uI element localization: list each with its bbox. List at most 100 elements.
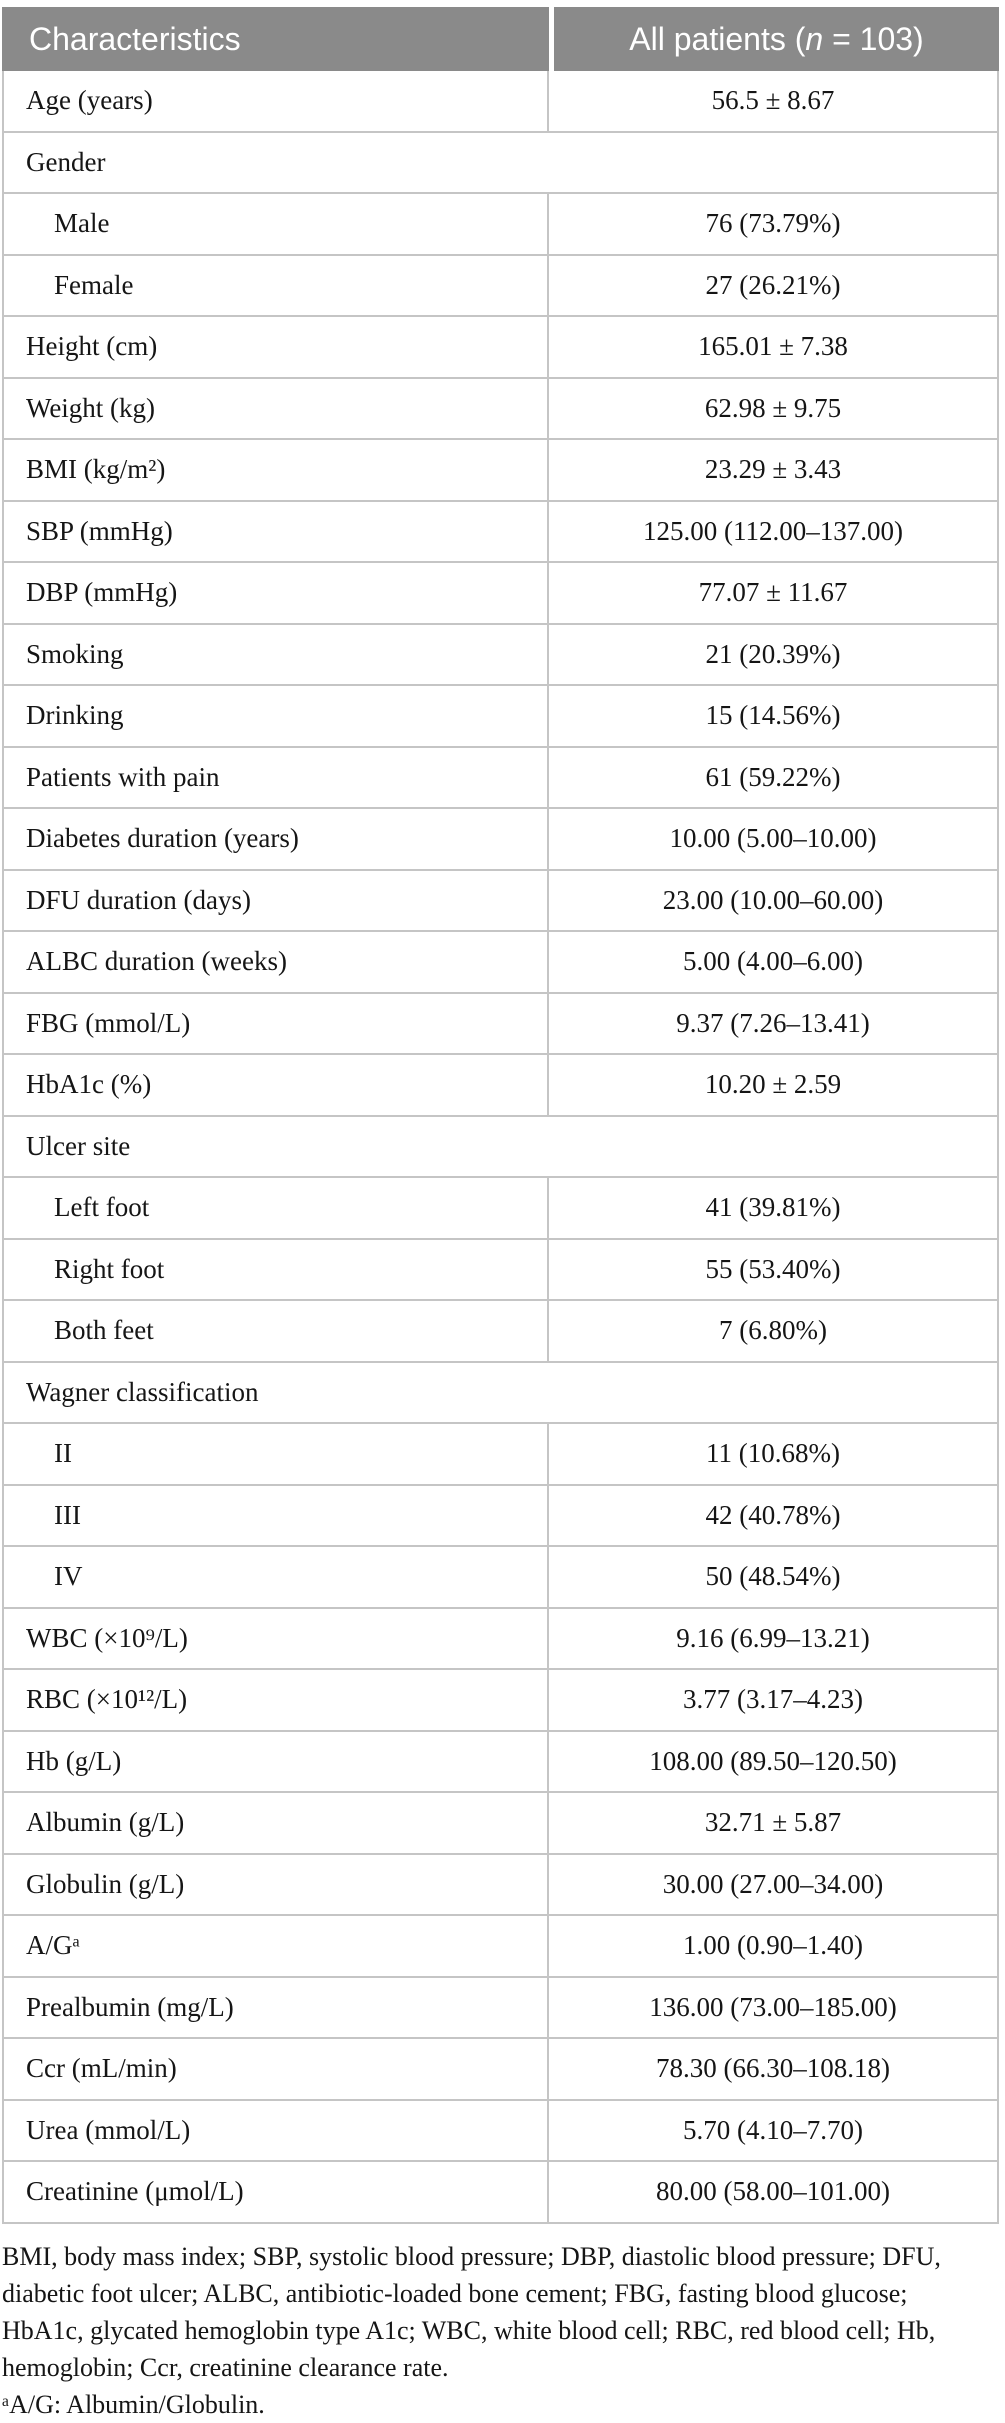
row-label: Globulin (g/L) [2, 1854, 549, 1916]
group-label: Wagner classification [2, 1362, 999, 1424]
table-row: HbA1c (%) 10.20 ± 2.59 [2, 1055, 999, 1117]
row-value: 21 (20.39%) [549, 624, 999, 686]
footnote-line: hemoglobin; Ccr, creatinine clearance ra… [2, 2352, 449, 2382]
row-label: FBG (mmol/L) [2, 993, 549, 1055]
row-value: 30.00 (27.00–34.00) [549, 1854, 999, 1916]
table-row: II 11 (10.68%) [2, 1424, 999, 1486]
row-label: Age (years) [2, 71, 549, 133]
row-value: 9.37 (7.26–13.41) [549, 993, 999, 1055]
header-n-italic: n [805, 20, 824, 57]
paper-table-page: Characteristics All patients (n = 103) A… [0, 7, 1005, 2423]
row-label: WBC (×10⁹/L) [2, 1608, 549, 1670]
table-row: DFU duration (days) 23.00 (10.00–60.00) [2, 870, 999, 932]
row-value: 165.01 ± 7.38 [549, 317, 999, 379]
group-row: Ulcer site [2, 1116, 999, 1178]
row-value: 61 (59.22%) [549, 747, 999, 809]
table-row: BMI (kg/m²) 23.29 ± 3.43 [2, 440, 999, 502]
row-value: 76 (73.79%) [549, 194, 999, 256]
table-row: Diabetes duration (years) 10.00 (5.00–10.… [2, 809, 999, 871]
table-row: Patients with pain 61 (59.22%) [2, 747, 999, 809]
row-label: Both feet [2, 1301, 549, 1363]
row-value: 62.98 ± 9.75 [549, 378, 999, 440]
row-value: 10.20 ± 2.59 [549, 1055, 999, 1117]
table-row: Urea (mmol/L) 5.70 (4.10–7.70) [2, 2100, 999, 2162]
header-characteristics: Characteristics [2, 7, 549, 71]
row-value: 23.00 (10.00–60.00) [549, 870, 999, 932]
footnote-line: diabetic foot ulcer; ALBC, antibiotic-lo… [2, 2278, 908, 2308]
row-label: III [2, 1485, 549, 1547]
row-value: 56.5 ± 8.67 [549, 71, 999, 133]
row-label: Smoking [2, 624, 549, 686]
row-label: Height (cm) [2, 317, 549, 379]
row-label: Creatinine (μmol/L) [2, 2162, 549, 2224]
table-row: ALBC duration (weeks) 5.00 (4.00–6.00) [2, 932, 999, 994]
footnote-line: BMI, body mass index; SBP, systolic bloo… [2, 2241, 941, 2271]
row-label: Drinking [2, 686, 549, 748]
row-value: 77.07 ± 11.67 [549, 563, 999, 625]
table-row: Smoking 21 (20.39%) [2, 624, 999, 686]
row-label: Ccr (mL/min) [2, 2039, 549, 2101]
table-row: Globulin (g/L) 30.00 (27.00–34.00) [2, 1854, 999, 1916]
row-value: 80.00 (58.00–101.00) [549, 2162, 999, 2224]
row-value: 1.00 (0.90–1.40) [549, 1916, 999, 1978]
row-value: 5.00 (4.00–6.00) [549, 932, 999, 994]
row-label: DBP (mmHg) [2, 563, 549, 625]
row-label: II [2, 1424, 549, 1486]
row-value: 10.00 (5.00–10.00) [549, 809, 999, 871]
row-value: 5.70 (4.10–7.70) [549, 2100, 999, 2162]
group-label: Ulcer site [2, 1116, 999, 1178]
table-row: Weight (kg) 62.98 ± 9.75 [2, 378, 999, 440]
table-row: Drinking 15 (14.56%) [2, 686, 999, 748]
table-row: Ccr (mL/min) 78.30 (66.30–108.18) [2, 2039, 999, 2101]
row-value: 3.77 (3.17–4.23) [549, 1670, 999, 1732]
header-all-patients: All patients (n = 103) [549, 7, 999, 71]
table-row: Creatinine (μmol/L) 80.00 (58.00–101.00) [2, 2162, 999, 2224]
group-label: Gender [2, 132, 999, 194]
footnote-line: HbA1c, glycated hemoglobin type A1c; WBC… [2, 2315, 936, 2345]
row-value: 11 (10.68%) [549, 1424, 999, 1486]
header-all-patients-suffix: = 103) [823, 20, 924, 57]
row-label: DFU duration (days) [2, 870, 549, 932]
table-row: III 42 (40.78%) [2, 1485, 999, 1547]
header-row: Characteristics All patients (n = 103) [2, 7, 999, 71]
row-label: Albumin (g/L) [2, 1793, 549, 1855]
row-label: Female [2, 255, 549, 317]
table-row: FBG (mmol/L) 9.37 (7.26–13.41) [2, 993, 999, 1055]
table-row: Age (years) 56.5 ± 8.67 [2, 71, 999, 133]
table-row: Both feet 7 (6.80%) [2, 1301, 999, 1363]
table-row: DBP (mmHg) 77.07 ± 11.67 [2, 563, 999, 625]
row-label: Hb (g/L) [2, 1731, 549, 1793]
table-row: Left foot 41 (39.81%) [2, 1178, 999, 1240]
table-row: WBC (×10⁹/L) 9.16 (6.99–13.21) [2, 1608, 999, 1670]
table-row: Prealbumin (mg/L) 136.00 (73.00–185.00) [2, 1977, 999, 2039]
table-row: A/Gᵃ 1.00 (0.90–1.40) [2, 1916, 999, 1978]
row-value: 42 (40.78%) [549, 1485, 999, 1547]
row-value: 125.00 (112.00–137.00) [549, 501, 999, 563]
table-row: Height (cm) 165.01 ± 7.38 [2, 317, 999, 379]
row-label: Weight (kg) [2, 378, 549, 440]
row-label: ALBC duration (weeks) [2, 932, 549, 994]
row-label: RBC (×10¹²/L) [2, 1670, 549, 1732]
row-value: 27 (26.21%) [549, 255, 999, 317]
table-row: SBP (mmHg) 125.00 (112.00–137.00) [2, 501, 999, 563]
table-row: Albumin (g/L) 32.71 ± 5.87 [2, 1793, 999, 1855]
row-value: 15 (14.56%) [549, 686, 999, 748]
patient-characteristics-table: Characteristics All patients (n = 103) A… [2, 7, 999, 2224]
row-label: Male [2, 194, 549, 256]
row-value: 7 (6.80%) [549, 1301, 999, 1363]
row-value: 41 (39.81%) [549, 1178, 999, 1240]
table-footnotes: BMI, body mass index; SBP, systolic bloo… [2, 2238, 1005, 2423]
row-label: Left foot [2, 1178, 549, 1240]
row-value: 9.16 (6.99–13.21) [549, 1608, 999, 1670]
row-label: A/Gᵃ [2, 1916, 549, 1978]
row-label: Patients with pain [2, 747, 549, 809]
table-row: IV 50 (48.54%) [2, 1547, 999, 1609]
row-label: HbA1c (%) [2, 1055, 549, 1117]
row-label: Prealbumin (mg/L) [2, 1977, 549, 2039]
row-label: Right foot [2, 1239, 549, 1301]
row-label: BMI (kg/m²) [2, 440, 549, 502]
row-label: Diabetes duration (years) [2, 809, 549, 871]
row-value: 32.71 ± 5.87 [549, 1793, 999, 1855]
row-value: 108.00 (89.50–120.50) [549, 1731, 999, 1793]
row-label: IV [2, 1547, 549, 1609]
